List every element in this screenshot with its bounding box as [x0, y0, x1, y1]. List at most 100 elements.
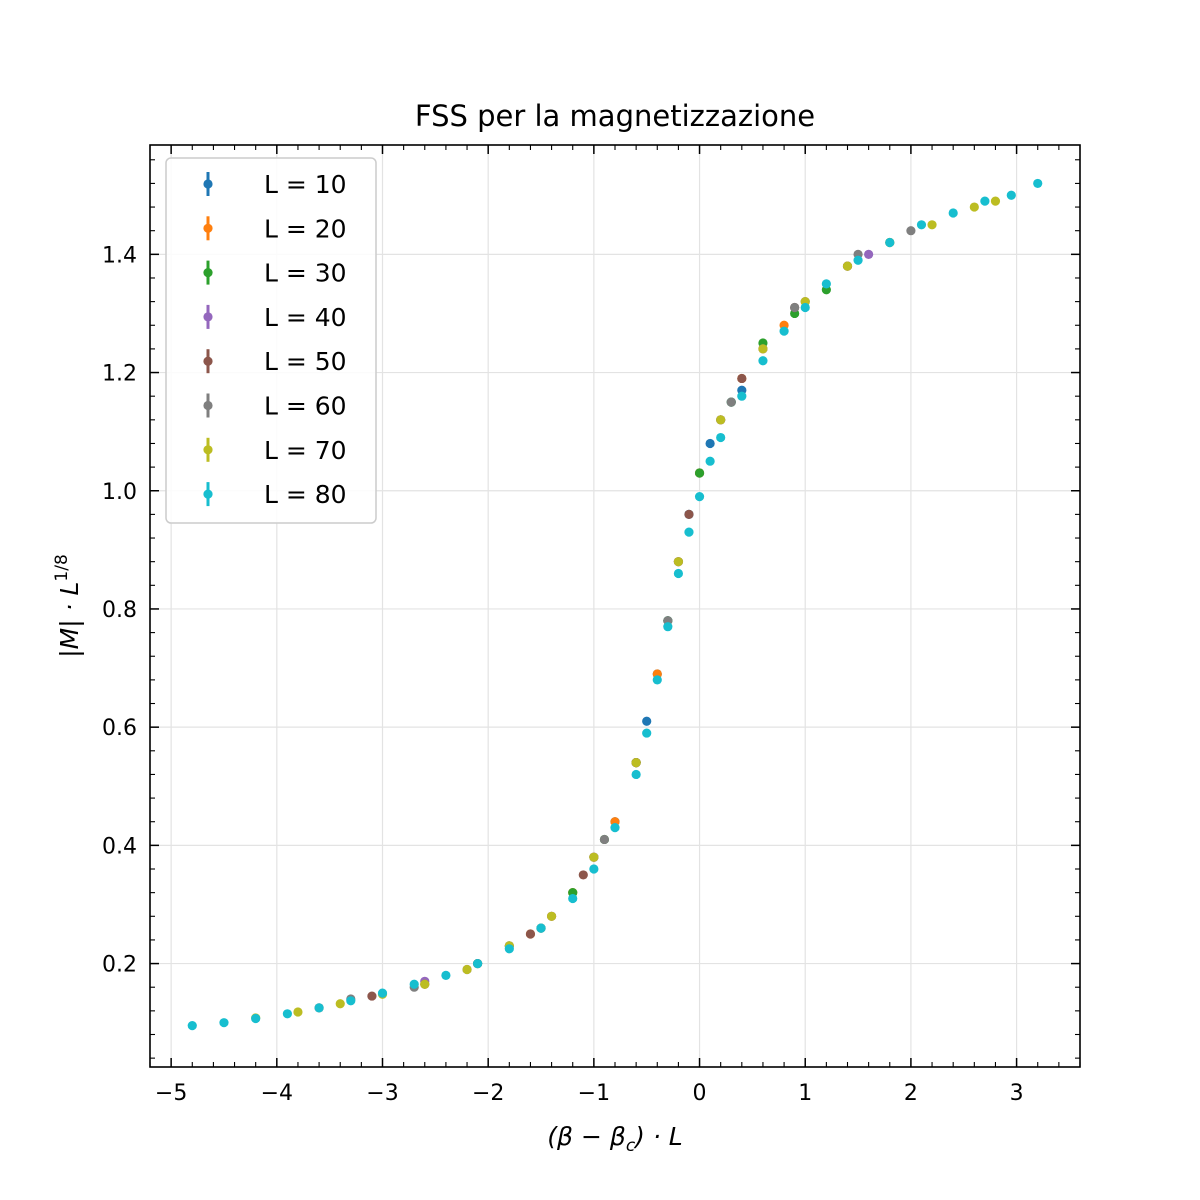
- data-point: [525, 929, 536, 939]
- data-point: [219, 1018, 229, 1028]
- data-point: [906, 226, 916, 236]
- data-point: [916, 220, 927, 230]
- legend-label: L = 80: [264, 480, 347, 509]
- x-axis-title-tail: ) · L: [633, 1122, 683, 1151]
- y-tick-label: 0.2: [102, 953, 137, 978]
- data-point: [948, 208, 958, 218]
- data-point: [642, 716, 652, 726]
- data-point: [758, 356, 768, 366]
- data-point: [642, 728, 652, 738]
- data-point: [568, 893, 578, 904]
- legend-marker: [203, 445, 213, 455]
- legend-marker: [203, 356, 213, 366]
- data-point: [821, 279, 831, 289]
- data-point: [853, 255, 863, 265]
- x-tick-label: −5: [155, 1081, 187, 1106]
- legend: L = 10 L = 20 L = 30 L = 40 L = 50 L = 60 L = …: [165, 157, 377, 524]
- data-point: [980, 196, 990, 206]
- data-point: [800, 302, 810, 313]
- data-point: [927, 220, 937, 230]
- data-point: [790, 302, 800, 313]
- data-point: [462, 964, 472, 975]
- data-point: [842, 261, 853, 271]
- data-point: [536, 923, 546, 933]
- legend-label: L = 30: [264, 259, 347, 288]
- data-point: [716, 432, 726, 443]
- data-point: [293, 1007, 303, 1017]
- y-axis-title: |M| · L1/8: [52, 554, 84, 658]
- data-point: [694, 492, 705, 502]
- y-tick-label: 0.6: [102, 716, 137, 741]
- data-point: [578, 870, 588, 880]
- legend-label: L = 50: [264, 347, 347, 376]
- x-tick-label: 1: [798, 1081, 812, 1106]
- legend-label: L = 40: [264, 303, 347, 332]
- data-point: [1033, 178, 1043, 189]
- data-point: [631, 769, 641, 780]
- data-point: [684, 527, 694, 537]
- data-point: [335, 999, 345, 1009]
- legend-marker: [203, 268, 213, 278]
- grid: [150, 145, 1080, 1067]
- ticks: −5 −4 −3 −2 −1 0 1 2 3 0.2 0.4 0.6 0.8 1.0 1.2 1.4: [102, 145, 1081, 1106]
- data-point: [282, 1009, 292, 1019]
- legend-marker: [203, 179, 213, 189]
- data-point: [885, 237, 895, 248]
- y-tick-label: 1.4: [102, 243, 137, 268]
- x-axis-title: (β − βc) · L: [547, 1122, 682, 1156]
- x-tick-label: −1: [578, 1081, 610, 1106]
- data-point: [726, 397, 736, 407]
- data-point: [663, 622, 673, 632]
- x-tick-label: 2: [904, 1081, 918, 1106]
- y-tick-label: 1.2: [102, 362, 137, 387]
- data-point: [473, 958, 483, 969]
- data-point: [758, 344, 768, 354]
- x-tick-label: −3: [366, 1081, 398, 1106]
- data-point: [990, 196, 1001, 206]
- data-point: [187, 1021, 197, 1031]
- data-point: [377, 988, 388, 998]
- y-tick-label: 1.0: [102, 480, 137, 505]
- data-point: [504, 944, 514, 954]
- data-point: [589, 864, 599, 874]
- x-tick-label: 3: [1010, 1081, 1024, 1106]
- data-point: [864, 249, 874, 259]
- legend-label: L = 70: [264, 436, 347, 465]
- data-point: [589, 852, 599, 862]
- data-point: [673, 568, 684, 579]
- legend-marker: [203, 489, 213, 499]
- data-point: [737, 391, 747, 401]
- legend-marker: [203, 312, 213, 322]
- data-point: [314, 1003, 324, 1013]
- x-axis-title-main: (β − β: [547, 1122, 626, 1151]
- data-point: [673, 557, 684, 567]
- data-point: [251, 1013, 261, 1024]
- data-point: [1006, 190, 1016, 200]
- data-point: [631, 758, 641, 768]
- data-points: [187, 178, 1043, 1031]
- data-point: [610, 823, 620, 833]
- y-axis-title-main: |M| · L: [55, 582, 84, 658]
- legend-label: L = 20: [264, 214, 347, 243]
- chart-title: FSS per la magnetizzazione: [415, 99, 815, 133]
- data-point: [694, 468, 705, 478]
- data-point: [716, 415, 726, 425]
- data-point: [684, 509, 694, 519]
- data-point: [346, 996, 356, 1006]
- legend-marker: [203, 223, 213, 233]
- data-point: [420, 979, 430, 989]
- legend-label: L = 60: [264, 392, 347, 421]
- legend-marker: [203, 400, 213, 411]
- x-tick-label: −2: [472, 1081, 504, 1106]
- y-axis-title-superscript: 1/8: [52, 554, 72, 581]
- data-point: [779, 326, 789, 336]
- data-point: [737, 373, 747, 384]
- x-tick-label: 0: [693, 1081, 707, 1106]
- data-point: [652, 675, 662, 685]
- data-point: [969, 202, 979, 212]
- y-tick-label: 0.4: [102, 834, 137, 859]
- data-point: [546, 911, 557, 921]
- data-point: [705, 456, 715, 466]
- data-point: [409, 979, 419, 989]
